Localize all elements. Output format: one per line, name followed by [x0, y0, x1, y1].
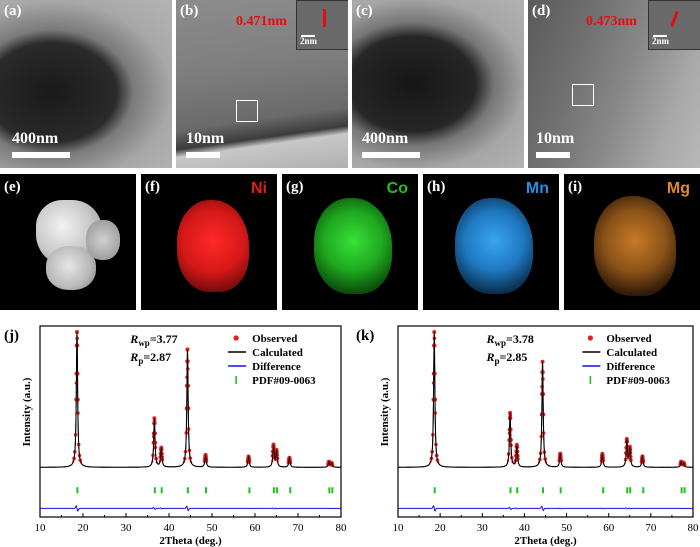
y-axis-label: Intensity (a.u.) — [379, 377, 391, 446]
y-axis-label: Intensity (a.u.) — [21, 377, 33, 446]
legend-observed-label: Observed — [252, 333, 297, 345]
difference-series — [398, 504, 693, 512]
legend-observed-marker — [587, 335, 593, 341]
xrd-chart-k: (k) 10 20 30 40 50 60 70 80 2Theta (deg.) Intensit… — [356, 325, 700, 547]
lattice-marker — [323, 9, 326, 27]
legend: Observed Calculated Difference PDF#09-0063 — [582, 333, 670, 387]
x-axis-label: 2Theta (deg.) — [514, 535, 577, 547]
element-label: Ni — [251, 180, 267, 197]
element-distribution — [314, 198, 392, 294]
x-axis-label: 2Theta (deg.) — [159, 535, 222, 547]
x-tick-label: 40 — [164, 522, 176, 534]
x-tick-label: 60 — [603, 522, 615, 534]
inset-scale-label: 2nm — [652, 36, 670, 46]
xrd-chart-j: (j) 10 20 30 40 50 60 70 80 2Theta (deg.) Intensit… — [4, 325, 348, 547]
tem-image-b: (b) 0.471nm 2nm 10nm — [176, 0, 348, 168]
panel-label: (g) — [286, 179, 304, 195]
eds-map-co: (g) Co — [282, 174, 418, 310]
element-label: Co — [386, 180, 408, 197]
panel-label: (j) — [4, 328, 19, 344]
x-tick-label: 70 — [645, 522, 657, 534]
scale-bar — [186, 152, 220, 158]
element-label: Mn — [525, 180, 549, 197]
panel-label: (k) — [356, 328, 374, 344]
x-tick-label: 10 — [393, 522, 405, 534]
eds-map-mn: (h) Mn — [423, 174, 559, 310]
lattice-marker — [670, 10, 679, 28]
x-tick-label: 70 — [293, 522, 305, 534]
x-tick-label: 30 — [121, 522, 133, 534]
x-tick-label: 20 — [435, 522, 447, 534]
scale-bar-label: 10nm — [536, 130, 575, 147]
legend-difference-label: Difference — [606, 361, 655, 373]
calculated-series-overlay — [398, 331, 694, 468]
inset-scale-label: 2nm — [300, 36, 318, 46]
d-spacing-label: 0.473nm — [586, 14, 637, 29]
legend-observed-marker — [233, 335, 239, 341]
eds-map-ni: (f) Ni — [141, 174, 277, 310]
legend-observed-label: Observed — [606, 333, 651, 345]
particle — [46, 246, 96, 290]
panel-label: (f) — [145, 179, 160, 195]
x-tick-label: 50 — [207, 522, 219, 534]
rwp-label: Rwp=3.77 — [129, 332, 177, 348]
x-tick-label: 20 — [78, 522, 90, 534]
element-label: Mg — [666, 180, 690, 197]
scale-bar — [536, 152, 570, 158]
selected-area-box — [572, 84, 594, 106]
particle — [86, 220, 120, 260]
panel-label: (a) — [4, 3, 22, 19]
panel-label: (b) — [180, 3, 199, 19]
scale-bar — [12, 152, 70, 158]
tem-image-c: (c) 400nm — [352, 0, 524, 168]
inset-scale-bar — [301, 35, 315, 37]
d-spacing-label: 0.471nm — [236, 14, 287, 29]
legend-calculated-label: Calculated — [606, 347, 657, 359]
panel-label: (i) — [568, 179, 583, 195]
calculated-series-overlay — [40, 331, 342, 468]
scale-bar-label: 400nm — [12, 130, 59, 147]
legend-difference-label: Difference — [252, 361, 301, 373]
element-distribution — [594, 196, 676, 296]
x-tick-label: 30 — [477, 522, 489, 534]
hrtem-inset: 2nm — [296, 0, 348, 50]
rp-label: Rp=2.85 — [486, 350, 528, 366]
panel-label: (e) — [4, 179, 21, 195]
legend-pdf-label: PDF#09-0063 — [252, 375, 316, 387]
rp-label: Rp=2.87 — [129, 350, 171, 366]
element-distribution — [177, 200, 249, 292]
selected-area-box — [236, 100, 258, 122]
legend-calculated-label: Calculated — [252, 347, 303, 359]
panel-label: (h) — [427, 179, 446, 195]
x-tick-label: 40 — [519, 522, 531, 534]
tem-image-d: (d) 0.473nm 2nm 10nm — [528, 0, 700, 168]
legend: Observed Calculated Difference PDF#09-0063 — [228, 333, 316, 387]
rwp-label: Rwp=3.78 — [486, 332, 534, 348]
x-tick-label: 80 — [688, 522, 700, 534]
panel-label: (d) — [532, 3, 551, 19]
scale-bar-label: 400nm — [362, 130, 409, 147]
x-tick-label: 60 — [250, 522, 262, 534]
haadf-image-e: (e) — [0, 174, 136, 310]
eds-map-mg: (i) Mg — [564, 174, 700, 310]
scale-bar-label: 10nm — [186, 130, 225, 147]
inset-scale-bar — [653, 35, 667, 37]
panel-label: (c) — [356, 3, 373, 19]
tem-image-a: (a) 400nm — [0, 0, 172, 168]
difference-series — [40, 504, 341, 512]
x-tick-label: 10 — [35, 522, 47, 534]
element-distribution — [455, 198, 533, 294]
x-tick-label: 80 — [336, 522, 348, 534]
scale-bar — [362, 152, 420, 158]
legend-pdf-label: PDF#09-0063 — [606, 375, 670, 387]
hrtem-inset: 2nm — [648, 0, 700, 50]
x-tick-label: 50 — [561, 522, 573, 534]
